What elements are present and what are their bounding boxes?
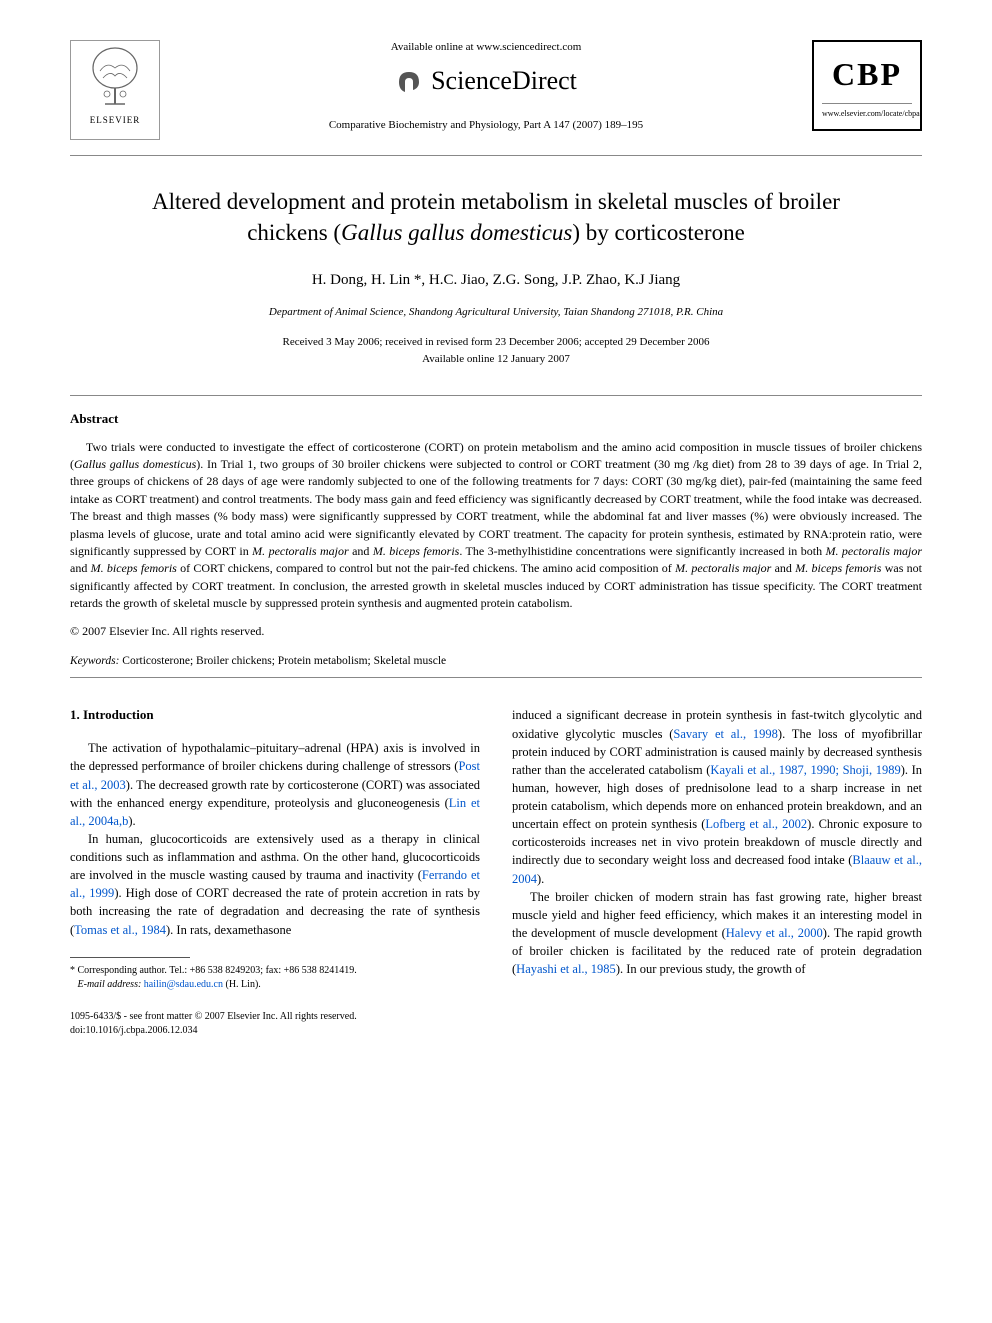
- left-column: 1. Introduction The activation of hypoth…: [70, 706, 480, 1037]
- title-line2-post: ) by corticosterone: [572, 220, 744, 245]
- article-dates: Received 3 May 2006; received in revised…: [70, 334, 922, 367]
- abstract-heading: Abstract: [70, 410, 922, 428]
- keywords: Keywords: Corticosterone; Broiler chicke…: [70, 653, 922, 669]
- abstract-copyright: © 2007 Elsevier Inc. All rights reserved…: [70, 623, 922, 640]
- citation-link[interactable]: Kayali et al., 1987, 1990; Shoji, 1989: [710, 763, 900, 777]
- elsevier-tree-icon: [85, 46, 145, 111]
- email-label: E-mail address:: [78, 979, 142, 990]
- article-title: Altered development and protein metaboli…: [70, 186, 922, 248]
- abstract-bottom-divider: [70, 677, 922, 678]
- header-divider: [70, 155, 922, 156]
- citation-link[interactable]: Halevy et al., 2000: [726, 926, 823, 940]
- footnote-email-row: E-mail address: hailin@sdau.edu.cn (H. L…: [70, 978, 480, 992]
- journal-badge: CBP www.elsevier.com/locate/cbpa: [812, 40, 922, 131]
- footer-issn: 1095-6433/$ - see front matter © 2007 El…: [70, 1010, 480, 1024]
- footer-doi: doi:10.1016/j.cbpa.2006.12.034: [70, 1024, 480, 1038]
- title-line2-pre: chickens (: [247, 220, 341, 245]
- title-line1: Altered development and protein metaboli…: [152, 189, 840, 214]
- author-list: H. Dong, H. Lin *, H.C. Jiao, Z.G. Song,…: [70, 270, 922, 291]
- right-para-2: The broiler chicken of modern strain has…: [512, 888, 922, 979]
- journal-reference: Comparative Biochemistry and Physiology,…: [180, 118, 792, 133]
- intro-para-1: The activation of hypothalamic–pituitary…: [70, 739, 480, 830]
- elsevier-logo: ELSEVIER: [70, 40, 160, 140]
- email-who: (H. Lin).: [223, 979, 261, 990]
- page-header: ELSEVIER Available online at www.science…: [70, 40, 922, 140]
- available-online-text: Available online at www.sciencedirect.co…: [180, 40, 792, 55]
- sciencedirect-icon: [395, 68, 423, 96]
- email-link[interactable]: hailin@sdau.edu.cn: [144, 979, 223, 990]
- journal-badge-title: CBP: [822, 52, 912, 104]
- center-header: Available online at www.sciencedirect.co…: [160, 40, 812, 133]
- footnote-tel: * Corresponding author. Tel.: +86 538 82…: [70, 964, 480, 978]
- intro-para-2: In human, glucocorticoids are extensivel…: [70, 830, 480, 939]
- footnote-divider: [70, 957, 190, 958]
- corresponding-author-footnote: * Corresponding author. Tel.: +86 538 82…: [70, 964, 480, 992]
- citation-link[interactable]: Savary et al., 1998: [673, 727, 778, 741]
- body-columns: 1. Introduction The activation of hypoth…: [70, 706, 922, 1037]
- footer-meta: 1095-6433/$ - see front matter © 2007 El…: [70, 1010, 480, 1038]
- sciencedirect-text: ScienceDirect: [431, 63, 577, 99]
- affiliation: Department of Animal Science, Shandong A…: [70, 305, 922, 320]
- keywords-label: Keywords:: [70, 655, 119, 667]
- dates-online: Available online 12 January 2007: [422, 353, 570, 365]
- citation-link[interactable]: Lofberg et al., 2002: [705, 817, 807, 831]
- journal-badge-url: www.elsevier.com/locate/cbpa: [822, 108, 912, 119]
- intro-heading: 1. Introduction: [70, 706, 480, 725]
- dates-received: Received 3 May 2006; received in revised…: [282, 336, 709, 348]
- citation-link[interactable]: Hayashi et al., 1985: [516, 962, 616, 976]
- keywords-text: Corticosterone; Broiler chickens; Protei…: [119, 655, 446, 667]
- right-para-1: induced a significant decrease in protei…: [512, 706, 922, 887]
- sciencedirect-row: ScienceDirect: [180, 63, 792, 99]
- title-species: Gallus gallus domesticus: [341, 220, 572, 245]
- right-column: induced a significant decrease in protei…: [512, 706, 922, 1037]
- abstract-text: Two trials were conducted to investigate…: [70, 439, 922, 613]
- abstract-top-divider: [70, 395, 922, 396]
- citation-link[interactable]: Tomas et al., 1984: [74, 923, 166, 937]
- elsevier-label: ELSEVIER: [90, 114, 141, 127]
